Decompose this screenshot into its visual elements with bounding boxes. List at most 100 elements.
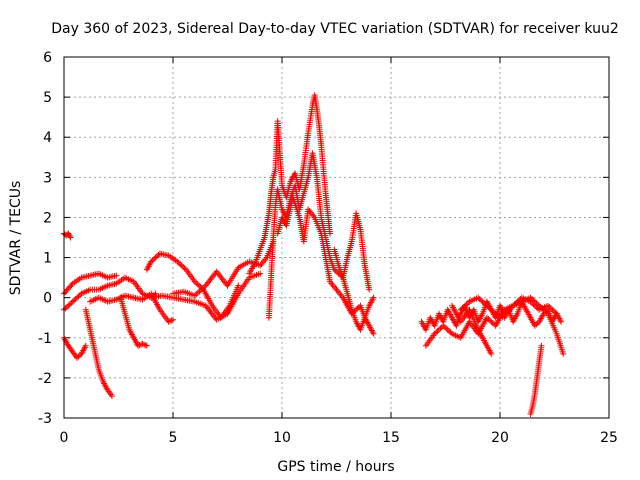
data-point (66, 231, 73, 238)
data-point (193, 279, 200, 286)
data-point (437, 325, 444, 332)
y-tick-label: -3 (38, 411, 52, 427)
x-tick-label: 15 (382, 430, 400, 446)
data-point (444, 326, 451, 333)
data-point (191, 278, 198, 285)
data-point (481, 300, 488, 307)
data-point (139, 340, 146, 347)
y-tick-label: -1 (38, 331, 52, 347)
data-point (544, 302, 551, 309)
data-point (512, 300, 519, 307)
data-point (370, 294, 377, 301)
data-point (488, 350, 495, 357)
data-point (165, 318, 172, 325)
data-point (488, 318, 495, 325)
data-point (463, 301, 470, 308)
data-point (334, 269, 341, 276)
data-point (155, 251, 162, 258)
data-point (483, 302, 490, 309)
data-point (558, 318, 565, 325)
data-point (353, 306, 360, 313)
y-tick-label: 5 (43, 90, 52, 106)
data-point (510, 302, 517, 309)
data-point (181, 265, 188, 272)
data-point (531, 302, 538, 309)
data-point (65, 302, 72, 309)
data-point (460, 304, 467, 311)
data-point (482, 301, 489, 308)
data-point (69, 298, 76, 305)
data-point (486, 317, 493, 324)
data-point (533, 321, 540, 328)
data-point (543, 309, 550, 316)
data-point (485, 304, 492, 311)
data-point (142, 342, 149, 349)
data-point (370, 330, 377, 337)
data-points (61, 92, 567, 417)
data-point (485, 316, 492, 323)
data-point (66, 233, 73, 240)
data-point (63, 304, 70, 311)
y-tick-label: 1 (43, 251, 52, 267)
data-point (74, 354, 81, 361)
x-tick-label: 25 (600, 430, 618, 446)
x-tick-label: 5 (169, 430, 178, 446)
data-point (489, 320, 496, 327)
data-point (350, 309, 357, 316)
data-point (235, 282, 242, 289)
data-point (549, 306, 556, 313)
data-point (486, 305, 493, 312)
x-axis-label: GPS time / hours (277, 459, 394, 475)
data-point (152, 254, 159, 261)
data-point (149, 257, 156, 264)
data-point (476, 296, 483, 303)
data-point (71, 297, 78, 304)
data-point (113, 272, 120, 279)
data-point (331, 266, 338, 273)
y-axis-label: SDTVAR / TECUs (8, 181, 24, 296)
data-point (177, 261, 184, 268)
data-point (326, 230, 333, 237)
data-point (550, 308, 557, 315)
y-tick-label: 3 (43, 170, 52, 186)
data-point (151, 255, 158, 262)
data-point (348, 310, 355, 317)
data-point (366, 286, 373, 293)
data-point (148, 258, 155, 265)
data-point (511, 301, 518, 308)
data-point (75, 293, 82, 300)
data-point (479, 298, 486, 305)
data-point (174, 258, 181, 265)
data-point (478, 297, 485, 304)
data-point (552, 309, 559, 316)
data-point (354, 305, 361, 312)
data-point (440, 322, 447, 329)
data-point (194, 281, 201, 288)
y-tick-label: 4 (43, 130, 52, 146)
data-point (76, 291, 83, 298)
x-tick-label: 10 (273, 430, 291, 446)
data-point (167, 318, 174, 325)
data-point (140, 341, 147, 348)
data-point (66, 301, 73, 308)
data-point (465, 300, 472, 307)
data-point (457, 306, 464, 313)
data-point (65, 230, 72, 237)
data-point (72, 296, 79, 303)
data-point (546, 304, 553, 311)
data-point (514, 298, 521, 305)
data-point (459, 305, 466, 312)
y-tick-label: -2 (38, 371, 52, 387)
data-point (351, 308, 358, 315)
data-point (431, 330, 438, 337)
data-point (553, 310, 560, 317)
data-point (143, 342, 150, 349)
data-point (531, 322, 538, 329)
data-point (528, 300, 535, 307)
data-point (434, 328, 441, 335)
x-tick-label: 20 (491, 430, 509, 446)
data-point (475, 294, 482, 301)
data-point (68, 282, 75, 289)
data-point (547, 305, 554, 312)
